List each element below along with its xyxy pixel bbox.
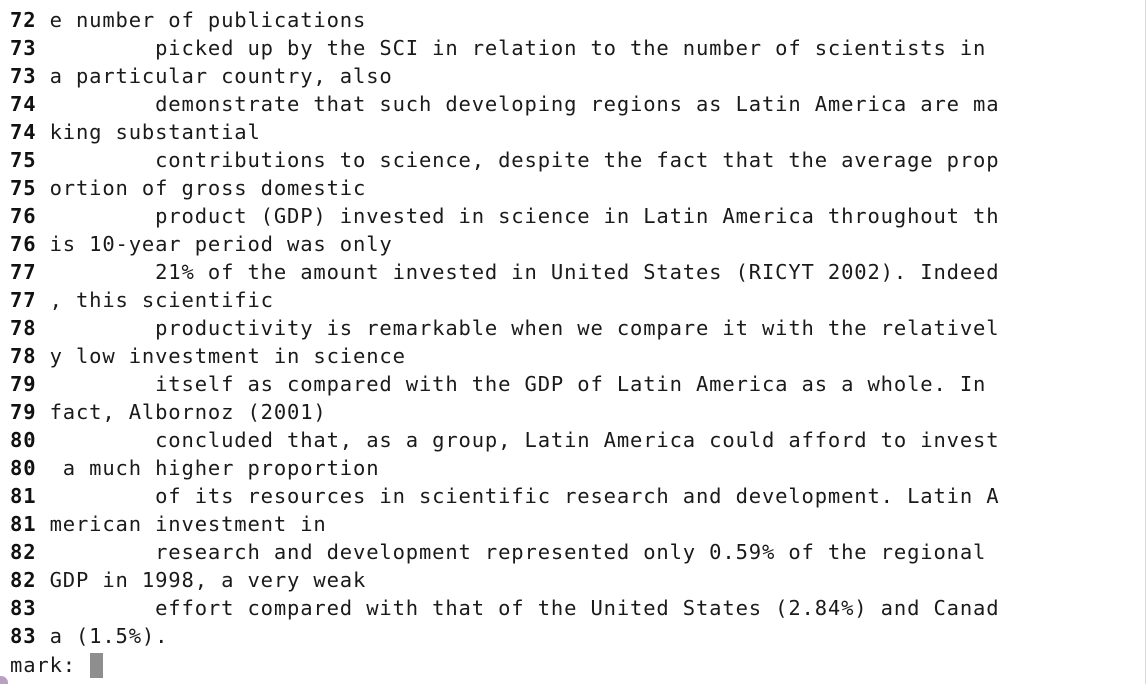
line-text: itself as compared with the GDP of Latin… [36, 372, 987, 396]
line-text: is 10-year period was only [36, 232, 393, 256]
line-text: king substantial [36, 120, 261, 144]
output-line: 80 concluded that, as a group, Latin Ame… [10, 426, 1140, 454]
line-text: 21% of the amount invested in United Sta… [36, 260, 1000, 284]
output-line: 83 a (1.5%). [10, 622, 1140, 650]
output-line: 73 a particular country, also [10, 62, 1140, 90]
text-cursor[interactable] [90, 652, 104, 678]
output-line: 82 GDP in 1998, a very weak [10, 566, 1140, 594]
line-number: 75 [10, 148, 37, 172]
line-number: 83 [10, 596, 37, 620]
output-line: 72 e number of publications [10, 6, 1140, 34]
line-number: 74 [10, 120, 37, 144]
line-number: 78 [10, 344, 37, 368]
terminal-output: 72 e number of publications 73 picked up … [10, 6, 1140, 650]
line-text: picked up by the SCI in relation to the … [36, 36, 987, 60]
output-line: 74 king substantial [10, 118, 1140, 146]
line-text: a much higher proportion [36, 456, 380, 480]
output-line: 81 of its resources in scientific resear… [10, 482, 1140, 510]
prompt-line[interactable]: mark: [10, 651, 104, 679]
line-number: 81 [10, 484, 37, 508]
line-text: effort compared with that of the United … [36, 596, 1000, 620]
line-text: of its resources in scientific research … [36, 484, 1000, 508]
output-line: 76 product (GDP) invested in science in … [10, 202, 1140, 230]
line-number: 77 [10, 288, 37, 312]
output-line: 83 effort compared with that of the Unit… [10, 594, 1140, 622]
line-text: GDP in 1998, a very weak [36, 568, 367, 592]
line-number: 80 [10, 456, 37, 480]
output-line: 74 demonstrate that such developing regi… [10, 90, 1140, 118]
line-text: ortion of gross domestic [36, 176, 367, 200]
output-line: 78 y low investment in science [10, 342, 1140, 370]
output-line: 75 ortion of gross domestic [10, 174, 1140, 202]
line-text: a particular country, also [36, 64, 393, 88]
line-number: 76 [10, 204, 37, 228]
line-number: 82 [10, 568, 37, 592]
output-line: 76 is 10-year period was only [10, 230, 1140, 258]
line-number: 82 [10, 540, 37, 564]
output-line: 82 research and development represented … [10, 538, 1140, 566]
line-text: a (1.5%). [36, 624, 169, 648]
line-text: concluded that, as a group, Latin Americ… [36, 428, 1000, 452]
line-number: 75 [10, 176, 37, 200]
line-text: contributions to science, despite the fa… [36, 148, 1000, 172]
output-line: 78 productivity is remarkable when we co… [10, 314, 1140, 342]
line-text: y low investment in science [36, 344, 406, 368]
output-line: 79 fact, Albornoz (2001) [10, 398, 1140, 426]
line-number: 76 [10, 232, 37, 256]
line-text: research and development represented onl… [36, 540, 987, 564]
output-line: 80 a much higher proportion [10, 454, 1140, 482]
line-text: productivity is remarkable when we compa… [36, 316, 1000, 340]
line-number: 74 [10, 92, 37, 116]
line-text: e number of publications [36, 8, 367, 32]
output-line: 81 merican investment in [10, 510, 1140, 538]
window-corner [0, 676, 8, 684]
line-number: 80 [10, 428, 37, 452]
output-line: 75 contributions to science, despite the… [10, 146, 1140, 174]
line-number: 78 [10, 316, 37, 340]
line-number: 79 [10, 400, 37, 424]
line-number: 81 [10, 512, 37, 536]
output-line: 79 itself as compared with the GDP of La… [10, 370, 1140, 398]
line-number: 73 [10, 36, 37, 60]
line-text: , this scientific [36, 288, 274, 312]
output-line: 73 picked up by the SCI in relation to t… [10, 34, 1140, 62]
line-number: 72 [10, 8, 37, 32]
line-number: 83 [10, 624, 37, 648]
line-number: 79 [10, 372, 37, 396]
line-text: product (GDP) invested in science in Lat… [36, 204, 1000, 228]
line-number: 73 [10, 64, 37, 88]
output-line: 77 21% of the amount invested in United … [10, 258, 1140, 286]
line-text: demonstrate that such developing regions… [36, 92, 1000, 116]
output-line: 77 , this scientific [10, 286, 1140, 314]
prompt-label: mark: [10, 653, 90, 677]
line-number: 77 [10, 260, 37, 284]
line-text: fact, Albornoz (2001) [36, 400, 327, 424]
line-text: merican investment in [36, 512, 327, 536]
